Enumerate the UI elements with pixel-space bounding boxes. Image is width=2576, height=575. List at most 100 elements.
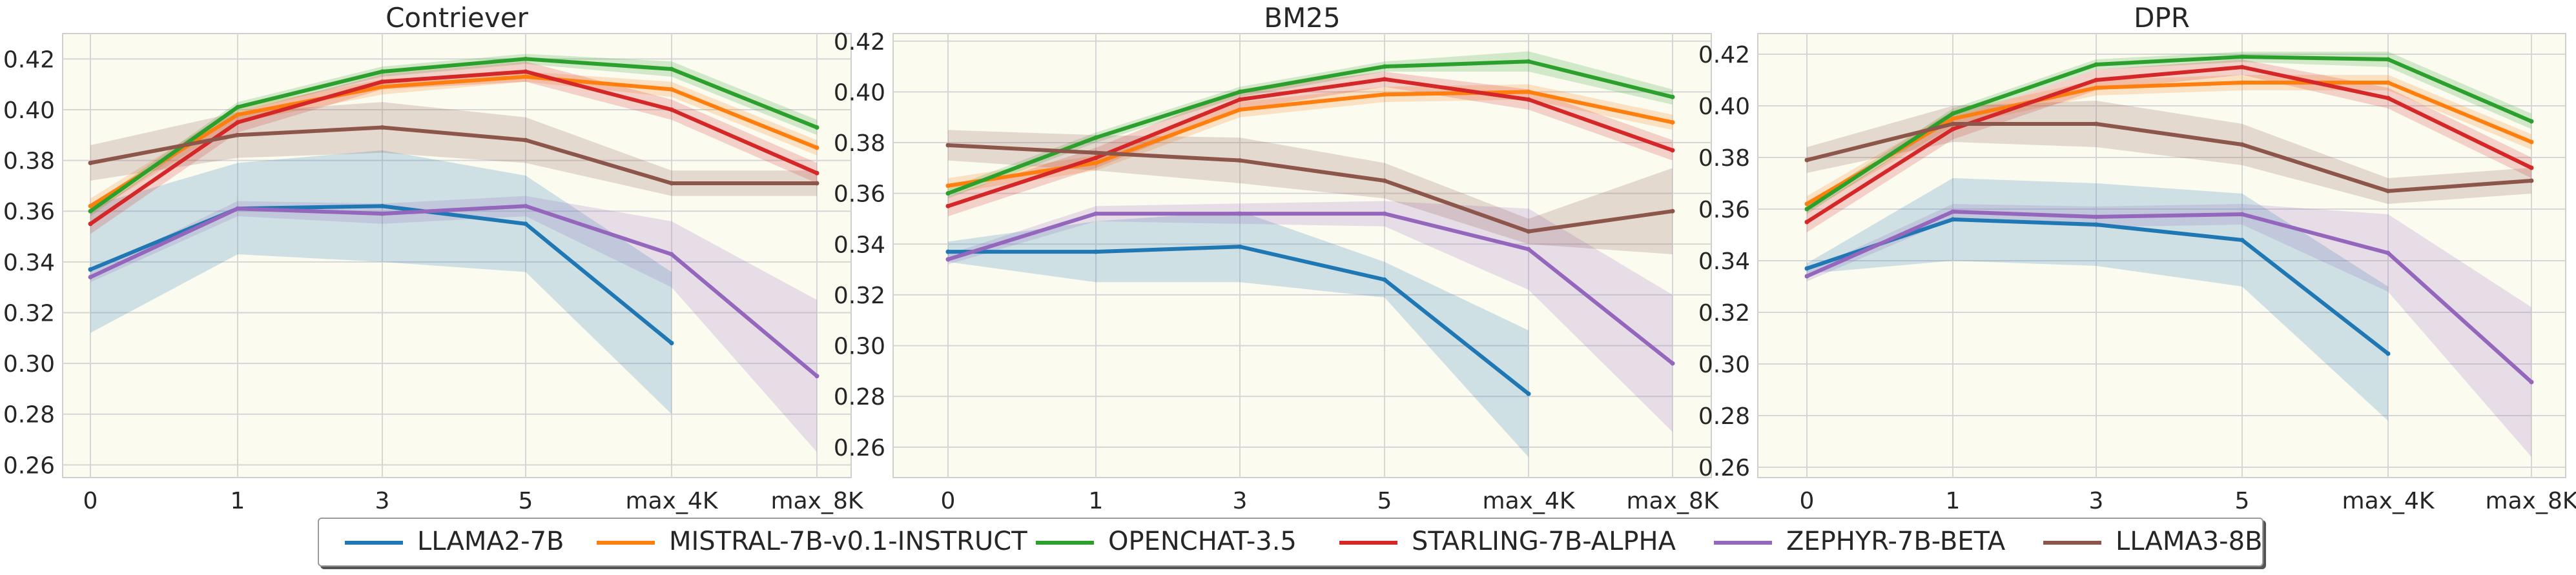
data-point: [1804, 207, 1809, 212]
data-point: [1804, 274, 1809, 279]
legend-label: ZEPHYR-7B-BETA: [1786, 527, 2006, 556]
confidence-band-llama2-7b: [90, 150, 672, 414]
data-point: [88, 274, 93, 279]
data-point: [2529, 119, 2534, 124]
data-point: [1670, 120, 1675, 125]
data-point: [814, 181, 819, 186]
data-point: [1093, 211, 1098, 216]
data-point: [380, 203, 385, 208]
data-point: [88, 221, 93, 227]
series-line-zephyr-7b-beta: [88, 204, 819, 378]
data-point: [2529, 178, 2534, 183]
y-tick-label: 0.36: [834, 181, 885, 208]
chart-panel-1: 0.26 0.28 0.30 0.32 0.34 0.36 0.38 0.40 0.42 0 1 3 5…: [834, 2, 1720, 514]
series-line-llama3-8b: [1805, 122, 2533, 193]
data-point: [814, 374, 819, 379]
series-line-starling-7b-alpha: [946, 77, 1674, 208]
data-point: [1526, 391, 1531, 396]
data-point: [1237, 107, 1242, 112]
chart-panel-0: 0.26 0.28 0.30 0.32 0.34 0.36 0.38 0.40 0.42 0 1 3 5…: [3, 2, 864, 514]
chart-panel-2: 0.26 0.28 0.30 0.32 0.34 0.36 0.38 0.40 0.42 0 1 3 5…: [1698, 2, 2576, 514]
data-point: [1804, 157, 1809, 163]
data-point: [235, 105, 240, 110]
data-point: [1670, 148, 1675, 153]
y-tick-label: 0.38: [834, 130, 885, 157]
y-tick-label: 0.28: [3, 402, 55, 429]
data-point: [523, 56, 528, 61]
data-point: [2385, 188, 2391, 194]
data-point: [88, 203, 93, 208]
data-point: [1804, 266, 1809, 271]
confidence-band-llama2-7b: [948, 211, 1529, 458]
data-point: [380, 211, 385, 216]
data-point: [2094, 77, 2099, 83]
data-point: [669, 107, 674, 112]
legend-swatch-zephyr-7b-beta: [1714, 541, 1772, 545]
data-point: [2240, 142, 2245, 147]
data-point: [2240, 65, 2245, 70]
y-tick-label: 0.42: [834, 29, 885, 55]
confidence-band-mistral-7b-v0.1-instruct: [1807, 75, 2531, 212]
data-point: [2094, 85, 2099, 90]
y-tick-label: 0.30: [1698, 352, 1750, 378]
y-tick-label: 0.40: [1698, 94, 1750, 120]
legend-label: MISTRAL-7B-v0.1-INSTRUCT: [669, 527, 1027, 556]
y-tick-label: 0.32: [3, 300, 55, 327]
data-point: [523, 221, 528, 227]
data-point: [1526, 229, 1531, 234]
y-tick-label: 0.34: [834, 232, 885, 258]
series-line-mistral-7b-v0.1-instruct: [88, 74, 819, 208]
data-point: [2240, 80, 2245, 85]
data-point: [945, 143, 951, 148]
series-line-llama3-8b: [946, 143, 1674, 234]
data-point: [945, 183, 951, 188]
y-tick-label: 0.32: [1698, 300, 1750, 327]
data-point: [380, 85, 385, 90]
y-tick-label: 0.42: [3, 46, 55, 73]
x-tick-label: 3: [2089, 488, 2104, 514]
series-line-openchat-3.5: [88, 57, 819, 214]
x-tick-label: max_8K: [2486, 488, 2576, 514]
x-tick-label: 1: [1946, 488, 1961, 514]
confidence-band-starling-7b-alpha: [90, 61, 817, 234]
data-point: [1670, 361, 1675, 366]
data-point: [1950, 209, 1955, 214]
data-point: [2240, 54, 2245, 59]
data-point: [1526, 59, 1531, 64]
data-point: [235, 112, 240, 117]
data-point: [1950, 121, 1955, 126]
data-point: [1950, 217, 1955, 222]
data-point: [1093, 156, 1098, 161]
legend-label: LLAMA2-7B: [417, 527, 564, 556]
y-tick-label: 0.36: [3, 199, 55, 225]
legend-label: LLAMA3-8B: [2116, 527, 2263, 556]
x-tick-label: 0: [83, 488, 98, 514]
data-point: [2385, 96, 2391, 101]
x-tick-label: 1: [231, 488, 245, 514]
series-line-starling-7b-alpha: [1805, 65, 2533, 224]
data-point: [814, 170, 819, 176]
y-tick-label: 0.38: [3, 148, 55, 175]
y-tick-label: 0.38: [1698, 145, 1750, 172]
data-point: [235, 206, 240, 211]
data-point: [1237, 89, 1242, 94]
series-line-mistral-7b-v0.1-instruct: [1805, 81, 2533, 206]
data-point: [1950, 111, 1955, 116]
data-point: [2385, 57, 2391, 62]
data-point: [945, 203, 951, 208]
data-point: [1093, 161, 1098, 166]
data-point: [2385, 351, 2391, 356]
chart-title: BM25: [1264, 2, 1341, 34]
data-point: [945, 249, 951, 254]
data-point: [1093, 135, 1098, 140]
data-point: [1237, 97, 1242, 102]
legend: LLAMA2-7B MISTRAL-7B-v0.1-INSTRUCT OPENC…: [318, 518, 2263, 567]
y-tick-label: 0.28: [834, 384, 885, 410]
data-point: [380, 125, 385, 130]
x-tick-label: 5: [1377, 488, 1392, 514]
data-point: [669, 181, 674, 186]
legend-swatch-llama3-8b: [2043, 541, 2101, 545]
data-point: [523, 74, 528, 79]
data-point: [1950, 116, 1955, 121]
data-point: [235, 120, 240, 125]
